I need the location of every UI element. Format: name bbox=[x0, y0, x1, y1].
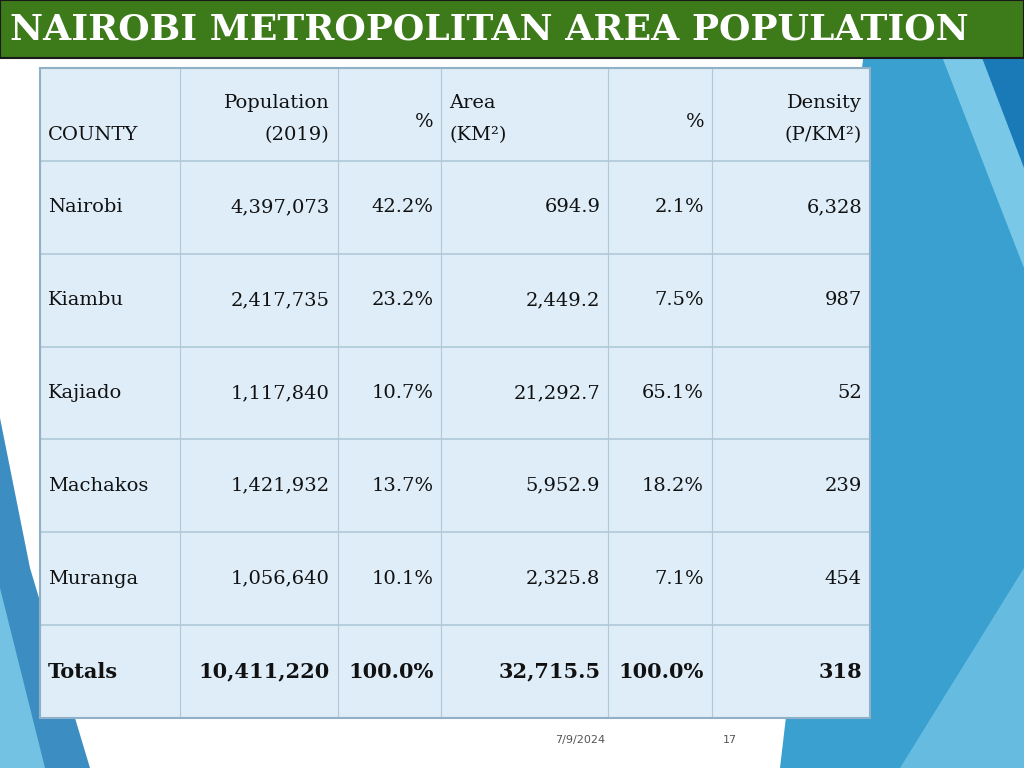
Text: Kajiado: Kajiado bbox=[48, 384, 122, 402]
Text: Totals: Totals bbox=[48, 661, 118, 681]
Text: 987: 987 bbox=[824, 291, 862, 310]
Text: 5,952.9: 5,952.9 bbox=[526, 477, 600, 495]
Text: COUNTY: COUNTY bbox=[48, 126, 138, 144]
Polygon shape bbox=[780, 0, 1024, 768]
Text: 1,056,640: 1,056,640 bbox=[230, 570, 330, 588]
FancyBboxPatch shape bbox=[40, 68, 870, 718]
Text: 17: 17 bbox=[723, 735, 737, 745]
Text: Kiambu: Kiambu bbox=[48, 291, 124, 310]
Text: 6,328: 6,328 bbox=[806, 198, 862, 217]
Text: 10.1%: 10.1% bbox=[372, 570, 433, 588]
Text: 2,449.2: 2,449.2 bbox=[526, 291, 600, 310]
Polygon shape bbox=[961, 0, 1024, 168]
Text: %: % bbox=[415, 113, 433, 131]
Text: 13.7%: 13.7% bbox=[372, 477, 433, 495]
Text: 100.0%: 100.0% bbox=[618, 661, 705, 681]
Text: 7.5%: 7.5% bbox=[654, 291, 705, 310]
Text: Area: Area bbox=[450, 94, 496, 112]
Text: 52: 52 bbox=[838, 384, 862, 402]
Text: 454: 454 bbox=[825, 570, 862, 588]
Text: 7.1%: 7.1% bbox=[654, 570, 705, 588]
Text: Nairobi: Nairobi bbox=[48, 198, 123, 217]
Text: 694.9: 694.9 bbox=[545, 198, 600, 217]
Polygon shape bbox=[780, 568, 1024, 768]
Text: 32,715.5: 32,715.5 bbox=[499, 661, 600, 681]
Text: NAIROBI METROPOLITAN AREA POPULATION: NAIROBI METROPOLITAN AREA POPULATION bbox=[10, 12, 969, 46]
Text: 4,397,073: 4,397,073 bbox=[230, 198, 330, 217]
Text: 7/9/2024: 7/9/2024 bbox=[555, 735, 605, 745]
Text: 18.2%: 18.2% bbox=[642, 477, 705, 495]
Text: Machakos: Machakos bbox=[48, 477, 148, 495]
Text: 1,117,840: 1,117,840 bbox=[230, 384, 330, 402]
Text: 2,325.8: 2,325.8 bbox=[526, 570, 600, 588]
Text: 1,421,932: 1,421,932 bbox=[230, 477, 330, 495]
Text: Population: Population bbox=[224, 94, 330, 112]
Text: %: % bbox=[685, 113, 705, 131]
Text: (P/KM²): (P/KM²) bbox=[784, 126, 862, 144]
Text: (2019): (2019) bbox=[265, 126, 330, 144]
Text: 42.2%: 42.2% bbox=[372, 198, 433, 217]
Text: 65.1%: 65.1% bbox=[642, 384, 705, 402]
Text: 239: 239 bbox=[824, 477, 862, 495]
Text: 2.1%: 2.1% bbox=[654, 198, 705, 217]
Text: Muranga: Muranga bbox=[48, 570, 138, 588]
Text: 10,411,220: 10,411,220 bbox=[199, 661, 330, 681]
Text: 21,292.7: 21,292.7 bbox=[514, 384, 600, 402]
Text: Density: Density bbox=[787, 94, 862, 112]
Text: 100.0%: 100.0% bbox=[348, 661, 433, 681]
Polygon shape bbox=[0, 418, 90, 768]
Text: 318: 318 bbox=[818, 661, 862, 681]
Polygon shape bbox=[0, 588, 45, 768]
FancyBboxPatch shape bbox=[0, 0, 1024, 58]
Polygon shape bbox=[920, 0, 1024, 268]
Text: 2,417,735: 2,417,735 bbox=[230, 291, 330, 310]
Text: 10.7%: 10.7% bbox=[372, 384, 433, 402]
Text: (KM²): (KM²) bbox=[450, 126, 507, 144]
Text: 23.2%: 23.2% bbox=[372, 291, 433, 310]
